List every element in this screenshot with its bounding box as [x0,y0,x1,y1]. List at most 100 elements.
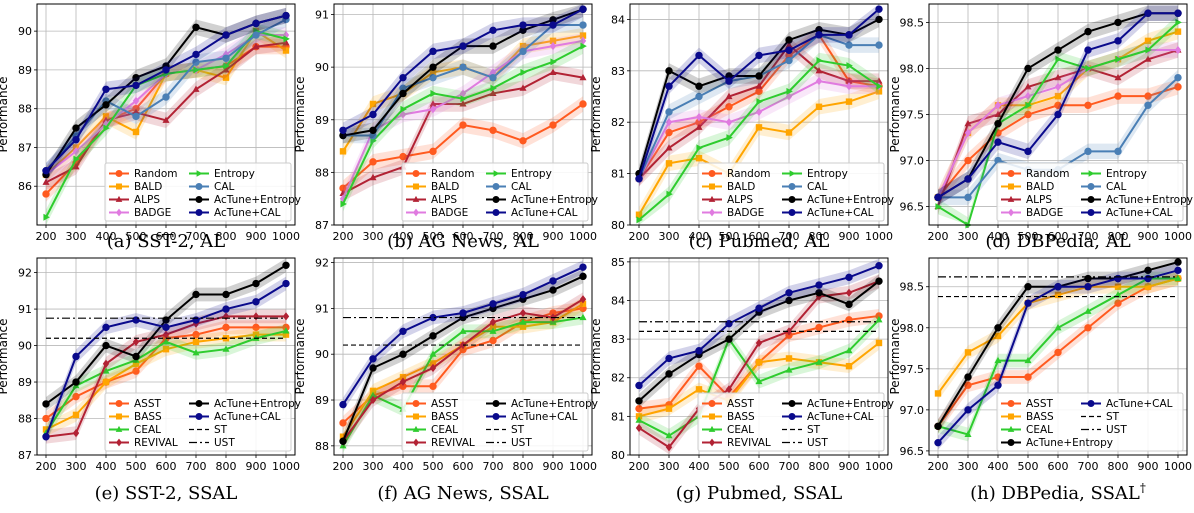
data-point [489,89,497,97]
data-point [369,395,377,405]
data-point [994,381,1002,389]
legend-label: UST [214,437,235,449]
data-point [549,21,557,29]
data-point [1174,9,1182,17]
legend-label: CEAL [134,424,161,436]
legend-label: ASST [727,398,755,410]
series-random [339,96,587,196]
x-tick-label: 200 [36,230,57,243]
data-point [399,73,407,82]
data-point [429,73,437,82]
data-point [519,318,527,325]
data-point [1174,83,1182,91]
y-tick-label: 96.5 [900,445,925,458]
data-point [222,290,230,299]
data-point [222,323,230,332]
legend-marker [788,196,796,203]
legend-label: AcTune+Entropy [511,398,598,410]
y-tick-label: 84 [611,294,625,307]
legend-marker [1007,439,1015,446]
data-point [845,41,853,49]
data-point [1054,82,1062,92]
legend-marker [115,400,123,407]
legend-marker [195,183,203,190]
legend-label: AcTune+Entropy [807,398,894,410]
data-point [875,277,883,285]
data-point [282,47,290,54]
legend-item-entropy: Entropy [782,168,848,180]
data-point [785,92,793,101]
legend-item-actune-entropy: AcTune+Entropy [486,194,598,206]
data-point [786,87,793,95]
legend-label: BASS [134,411,162,423]
data-point [42,190,50,198]
legend-label: CEAL [727,424,754,436]
x-tick-label: 200 [36,460,57,473]
series-actune-cal [934,263,1182,450]
data-point [845,77,853,84]
legend-marker [709,208,715,217]
data-point [162,338,170,345]
data-point [1054,348,1062,357]
confidence-band [46,7,286,183]
x-tick-label: 300 [659,460,680,473]
data-point [549,68,557,75]
y-tick-label: 83 [611,333,625,346]
legend-marker [788,413,796,420]
data-point [42,167,50,175]
data-point [934,193,942,202]
x-tick-label: 600 [156,230,177,243]
confidence-band [46,276,286,444]
confidence-band [938,42,1178,215]
confidence-band [343,4,583,139]
legend-label: UST [807,437,828,449]
data-point [193,66,200,74]
data-point [726,134,733,142]
legend-marker [413,208,419,217]
x-tick-label: 700 [779,230,800,243]
y-tick-label: 92 [315,257,329,270]
data-point [429,363,437,373]
legend-label: AcTune+CAL [214,207,281,219]
legend-item-actune-cal: AcTune+CAL [782,411,874,423]
data-point [132,337,140,347]
x-tick-label: 400 [393,230,414,243]
data-point [339,148,347,155]
legend-label: REVIVAL [431,437,475,449]
x-tick-label: 800 [513,460,534,473]
data-point [964,128,972,138]
data-point [964,406,972,414]
x-tick-label: 400 [689,460,710,473]
legend-label: BADGE [134,207,171,219]
x-tick-label: 500 [126,230,147,243]
data-point [725,335,733,343]
data-point [1054,46,1062,54]
axes-frame [928,3,1188,226]
legend-marker [1008,183,1014,190]
data-point [222,74,230,81]
caption-f: (f) AG News, SSAL [377,483,548,504]
data-point [429,332,437,340]
data-point [192,349,200,356]
data-point [489,336,497,345]
y-tick-label: 81 [611,168,625,181]
data-point [283,35,290,43]
legend-label: AcTune+Entropy [807,194,894,206]
legend-label: REVIVAL [134,437,178,449]
legend-item-bald: BALD [1001,181,1054,193]
data-point [665,108,673,116]
legend-marker [116,413,122,420]
legend-item-asst: ASST [109,398,162,410]
legend-marker [1087,196,1095,203]
legend-item-cal: CAL [1081,181,1127,193]
x-tick-label: 500 [1018,230,1039,243]
legend-marker [413,183,419,190]
x-tick-label: 400 [988,460,1009,473]
y-tick-label: 80 [611,219,625,232]
legend-marker [709,183,715,190]
data-point [695,82,703,90]
data-point [132,112,140,121]
data-point [579,272,587,281]
data-point [695,92,703,101]
data-point [845,300,853,309]
